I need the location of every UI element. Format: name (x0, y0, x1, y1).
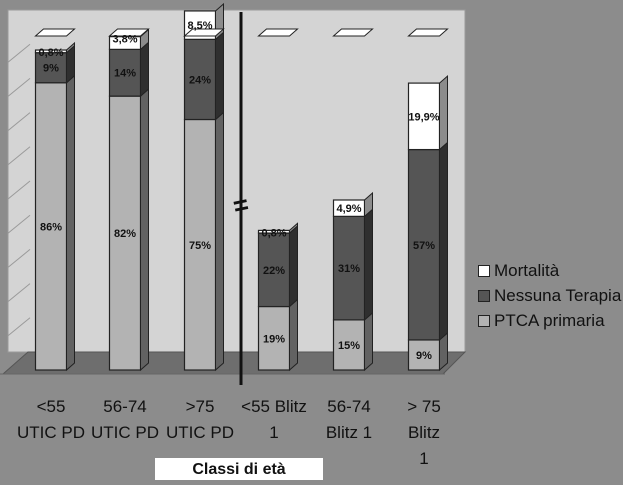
data-label: 9% (416, 350, 432, 362)
legend-label-mortalita: Mortalità (494, 260, 560, 280)
bar-side (215, 111, 224, 372)
bar-segment (34, 82, 68, 371)
x-tick-label-line: >75 (185, 397, 215, 416)
bar-segment (257, 232, 291, 308)
x-tick-label: >75 UTIC PD (165, 394, 235, 446)
legend-label-ptca-primaria: PTCA primaria (494, 310, 605, 330)
bar-top (34, 28, 76, 37)
legend-item-nessuna-terapia: Nessuna Terapia (478, 283, 621, 308)
x-axis-title: Classi di età (155, 458, 323, 480)
data-label: 3,8% (112, 34, 137, 46)
gridline (7, 180, 31, 200)
data-label: 82% (114, 228, 136, 240)
bar-side (439, 141, 448, 342)
x-tick-label: <55 UTIC PD (16, 394, 86, 446)
legend-swatch-mortalita (478, 264, 490, 277)
plot-back-wall (7, 9, 466, 353)
gridline (7, 146, 31, 166)
bar-side (66, 41, 75, 54)
bar-side (289, 298, 298, 372)
legend: Mortalità Nessuna Terapia PTCA primaria (478, 258, 621, 333)
bar-side (289, 224, 298, 308)
x-tick-label-line: 1 (419, 449, 429, 468)
bar-side (140, 28, 149, 51)
x-tick-label-line: 1 (269, 423, 279, 442)
x-tick-label-line: Blitz 1 (325, 423, 373, 442)
gridline (7, 317, 31, 337)
bar-segment (332, 319, 366, 371)
data-label: 0,8% (38, 47, 63, 59)
bar-segment (407, 82, 441, 151)
data-label: 14% (114, 68, 136, 80)
data-label: 24% (189, 74, 211, 86)
x-tick-label-line: <55 (36, 397, 66, 416)
gridline (7, 43, 31, 63)
x-tick-label-line: 56-74 (327, 397, 371, 416)
bar-top (407, 28, 449, 37)
legend-item-ptca-primaria: PTCA primaria (478, 308, 621, 333)
gridline (7, 112, 31, 131)
data-label: 15% (338, 340, 360, 352)
bar-side (364, 191, 373, 218)
data-label: 57% (413, 240, 435, 252)
data-label: 8,5% (187, 20, 212, 32)
legend-label-nessuna-terapia: Nessuna Terapia (494, 285, 622, 305)
bar-segment (108, 48, 142, 97)
data-label: 75% (189, 240, 211, 252)
gridline (7, 78, 31, 97)
legend-swatch-nessuna-terapia (478, 289, 490, 302)
data-label: 9% (43, 63, 59, 75)
x-tick-label: 56-74 Blitz 1 (314, 394, 384, 446)
x-tick-label: 56-74 UTIC PD (90, 394, 160, 446)
bar-segment (407, 148, 441, 341)
axis-break-annotation: = (230, 189, 251, 222)
x-tick-label-line: UTIC PD (17, 423, 85, 442)
data-label: 0,8% (261, 227, 286, 239)
bar-side (364, 208, 373, 322)
legend-swatch-ptca-primaria (478, 314, 490, 327)
data-label: 22% (263, 265, 285, 277)
data-label: 86% (40, 221, 62, 233)
x-tick-label-line: UTIC PD (166, 423, 234, 442)
bar-side (66, 74, 75, 372)
data-label: 19,9% (408, 111, 439, 123)
bar-side (364, 311, 373, 372)
gridline (7, 283, 31, 302)
bar-segment (257, 305, 291, 371)
x-tick-label-line: > 75 Blitz (407, 397, 441, 442)
gridline (7, 249, 31, 268)
bar-side (140, 88, 149, 372)
bar-side (215, 31, 224, 121)
data-label: 31% (338, 263, 360, 275)
x-tick-label-line: 56-74 (103, 397, 147, 416)
x-tick-label: <55 Blitz 1 (239, 394, 309, 446)
x-tick-label-line: UTIC PD (91, 423, 159, 442)
bar-side (439, 74, 448, 151)
data-label: 19% (263, 333, 285, 345)
bar-top (108, 28, 150, 37)
legend-item-mortalita: Mortalità (478, 258, 621, 283)
x-tick-label-line: <55 Blitz (241, 397, 307, 416)
bar-segment (332, 215, 366, 321)
bar-side (289, 222, 298, 235)
x-tick-label: > 75 Blitz 1 (389, 394, 459, 472)
bar-top (332, 28, 374, 37)
bar-side (140, 41, 149, 98)
bar-top (257, 28, 299, 37)
gridline (7, 214, 31, 234)
bar-top (183, 28, 225, 37)
data-label: 4,9% (336, 203, 361, 215)
